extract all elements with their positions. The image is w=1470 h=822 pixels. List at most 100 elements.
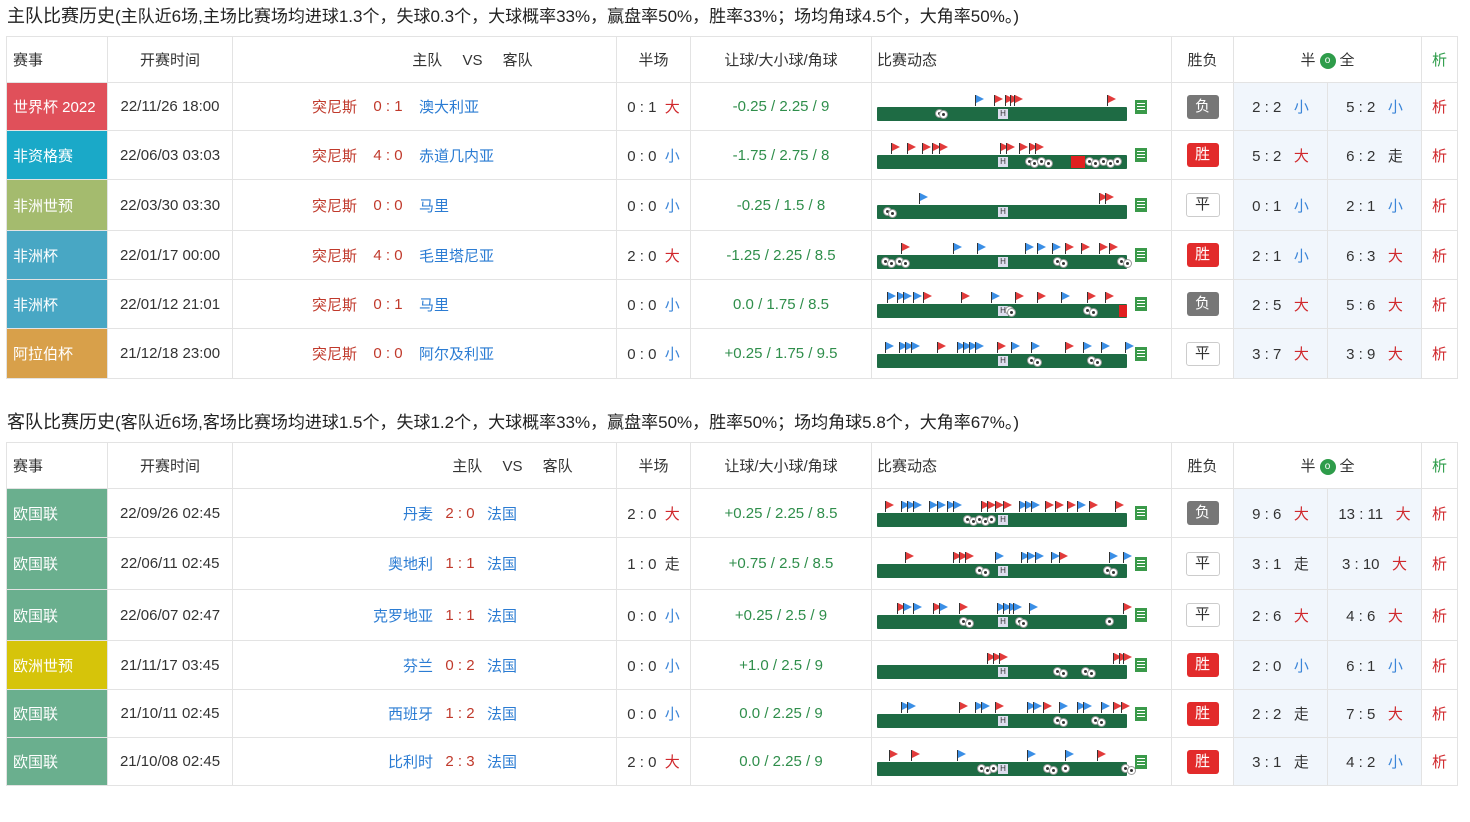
analysis-link[interactable]: 析 <box>1421 737 1458 786</box>
corner-flag-icon <box>1025 501 1034 512</box>
away-team-link[interactable]: 法国 <box>487 754 518 771</box>
analysis-link[interactable]: 析 <box>1421 82 1458 131</box>
analysis-link[interactable]: 析 <box>1421 640 1458 690</box>
away-team-link[interactable]: 法国 <box>487 657 518 675</box>
home-team-link[interactable]: 突尼斯 <box>311 197 357 215</box>
away-team-link[interactable]: 法国 <box>487 706 518 723</box>
analysis-link[interactable]: 析 <box>1421 537 1458 590</box>
half-corner-tag: 大 <box>1293 607 1309 625</box>
home-team-link[interactable]: 比利时 <box>387 754 433 771</box>
home-team-link[interactable]: 丹麦 <box>402 505 433 523</box>
away-team-link[interactable]: 赤道几内亚 <box>419 147 495 165</box>
halftime-marker-icon: H <box>998 355 1008 366</box>
event-badge[interactable]: 非洲杯 <box>6 230 108 280</box>
home-team-link[interactable]: 西班牙 <box>387 706 433 723</box>
event-badge[interactable]: 欧国联 <box>6 689 108 738</box>
event-badge[interactable]: 欧国联 <box>6 737 108 786</box>
match-score: 1 : 2 <box>445 705 475 722</box>
home-team-link[interactable]: 突尼斯 <box>311 247 357 265</box>
full-corner-score: 3 : 9 <box>1346 346 1376 363</box>
match-detail-icon[interactable] <box>1135 608 1147 622</box>
full-corner-cell: 2 : 1 小 <box>1327 179 1422 231</box>
match-detail-icon[interactable] <box>1135 506 1147 520</box>
corner-flag-icon <box>901 701 910 713</box>
analysis-link[interactable]: 析 <box>1421 689 1458 738</box>
match-detail-icon[interactable] <box>1135 346 1147 361</box>
analysis-link[interactable]: 析 <box>1421 179 1458 231</box>
away-team-link[interactable]: 马里 <box>419 296 450 314</box>
full-corner-tag: 大 <box>1387 296 1403 314</box>
corner-flag-icon <box>1083 701 1092 713</box>
event-badge[interactable]: 世界杯 2022 <box>6 82 108 131</box>
event-badge[interactable]: 欧国联 <box>6 537 108 590</box>
match-row: 非洲杯 22/01/17 00:00 突尼斯 4 : 0 毛里塔尼亚 2 : 0… <box>6 230 1458 280</box>
home-team-link[interactable]: 突尼斯 <box>311 99 357 116</box>
corner-flag-icon <box>994 94 1003 106</box>
away-team-link[interactable]: 澳大利亚 <box>419 99 480 116</box>
halftime-marker-icon: H <box>998 667 1008 677</box>
match-detail-icon[interactable] <box>1135 556 1147 571</box>
corner-flag-icon <box>1027 749 1036 761</box>
match-detail-icon[interactable] <box>1135 99 1147 114</box>
home-team-link[interactable]: 突尼斯 <box>311 296 357 314</box>
event-badge[interactable]: 欧洲世预 <box>6 640 108 690</box>
event-badge[interactable]: 非洲杯 <box>6 279 108 329</box>
half-cell: 2 : 0 大 <box>616 230 691 280</box>
away-team-link[interactable]: 马里 <box>419 197 450 215</box>
odds-cell: 0.0 / 1.75 / 8.5 <box>690 279 872 329</box>
dynamic-cell: H <box>871 640 1172 690</box>
dynamic-cell: H <box>871 689 1172 738</box>
match-detail-icon[interactable] <box>1135 248 1147 262</box>
event-badge[interactable]: 欧国联 <box>6 488 108 538</box>
analysis-link[interactable]: 析 <box>1421 328 1458 379</box>
event-badge[interactable]: 非资格赛 <box>6 130 108 180</box>
away-team-link[interactable]: 毛里塔尼亚 <box>419 247 495 265</box>
analysis-link[interactable]: 析 <box>1421 279 1458 329</box>
header-result: 胜负 <box>1171 36 1234 83</box>
match-detail-icon[interactable] <box>1135 198 1147 212</box>
away-section-heading: 客队比赛历史 <box>7 412 115 432</box>
analysis-link[interactable]: 析 <box>1421 589 1458 641</box>
analysis-link[interactable]: 析 <box>1421 488 1458 538</box>
home-team-link[interactable]: 突尼斯 <box>311 346 357 363</box>
match-detail-icon[interactable] <box>1135 297 1147 311</box>
header-result: 胜负 <box>1171 442 1234 489</box>
match-detail-icon[interactable] <box>1135 706 1147 721</box>
home-team-link[interactable]: 突尼斯 <box>311 147 357 165</box>
analysis-link[interactable]: 析 <box>1421 130 1458 180</box>
corner-flag-icon <box>1003 501 1012 512</box>
match-detail-icon[interactable] <box>1135 658 1147 672</box>
corner-flag-icon <box>1027 551 1036 563</box>
match-detail-icon[interactable] <box>1135 148 1147 162</box>
event-badge[interactable]: 欧国联 <box>6 589 108 641</box>
home-team-link[interactable]: 克罗地亚 <box>372 607 433 625</box>
goal-ball-icon <box>1059 717 1068 727</box>
odds-cell: 0.0 / 2.25 / 9 <box>690 689 872 738</box>
event-badge[interactable]: 阿拉伯杯 <box>6 328 108 379</box>
corner-flag-icon <box>975 341 984 353</box>
goal-ball-icon <box>901 259 910 268</box>
analysis-link[interactable]: 析 <box>1421 230 1458 280</box>
corner-flag-icon <box>913 501 922 512</box>
event-badge[interactable]: 非洲世预 <box>6 179 108 231</box>
away-team-link[interactable]: 法国 <box>487 607 518 625</box>
match-detail-icon[interactable] <box>1135 754 1147 769</box>
goal-ball-icon <box>1033 357 1042 367</box>
home-team-link[interactable]: 芬兰 <box>402 657 433 675</box>
corner-flag-icon <box>901 501 910 512</box>
result-cell: 平 <box>1171 179 1234 231</box>
match-timeline: H <box>877 698 1130 730</box>
half-tag: 大 <box>664 505 680 523</box>
away-team-link[interactable]: 阿尔及利亚 <box>419 346 495 363</box>
match-score: 0 : 0 <box>373 196 403 214</box>
home-team-link[interactable]: 奥地利 <box>387 556 433 573</box>
away-team-link[interactable]: 法国 <box>487 505 518 523</box>
header-vs: VS <box>462 52 483 69</box>
odds-cell: -0.25 / 2.25 / 9 <box>690 82 872 131</box>
away-team-link[interactable]: 法国 <box>487 556 518 573</box>
match-time: 22/01/17 00:00 <box>107 230 233 280</box>
match-row: 欧国联 22/06/07 02:47 克罗地亚 1 : 1 法国 0 : 0 小… <box>6 589 1458 641</box>
goal-ball-icon <box>1059 669 1068 678</box>
corner-flag-icon <box>939 603 948 614</box>
